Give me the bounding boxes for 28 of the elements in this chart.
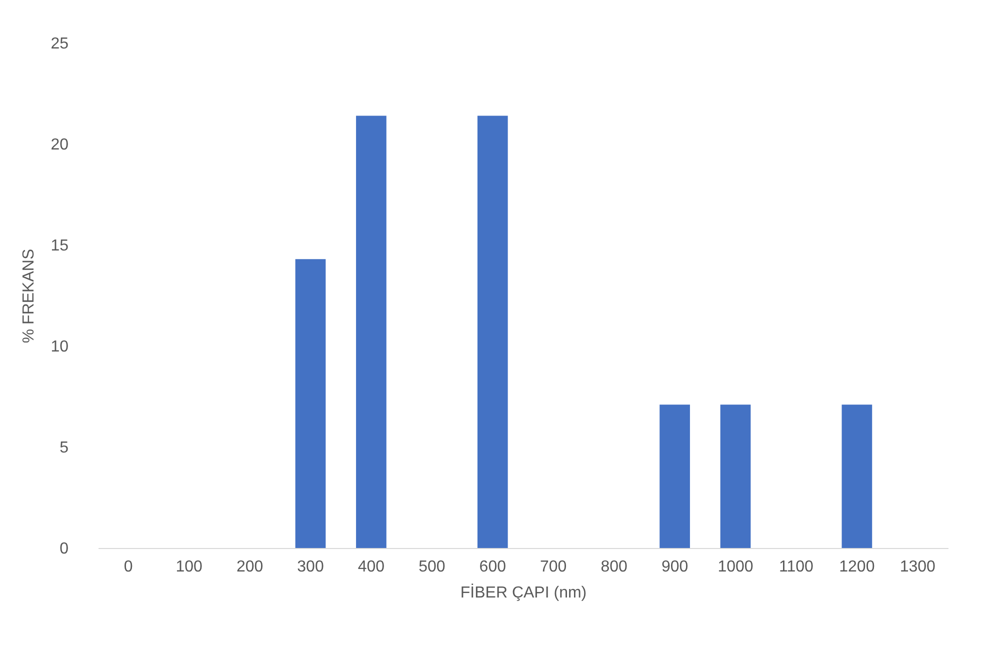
- x-tick-label: 100: [176, 558, 203, 576]
- x-tick-label: 400: [358, 558, 385, 576]
- y-axis-title: % FREKANS: [20, 248, 38, 344]
- y-tick-label: 20: [50, 136, 69, 154]
- x-tick-label: 900: [661, 558, 688, 576]
- bar: [720, 404, 751, 548]
- x-tick-label: 1000: [718, 558, 754, 576]
- x-tick-label: 1100: [779, 558, 814, 576]
- bar: [356, 116, 386, 548]
- x-tick-label: 700: [540, 558, 567, 576]
- x-tick-label: 800: [600, 558, 628, 576]
- bar: [295, 259, 326, 548]
- x-tick-label: 1300: [900, 558, 936, 576]
- y-tick-label: 25: [50, 36, 69, 52]
- y-tick-label: 15: [50, 238, 69, 254]
- x-tick-label: 0: [124, 558, 133, 576]
- bar: [660, 404, 690, 548]
- bar: [477, 116, 508, 548]
- x-tick-label: 600: [479, 558, 506, 576]
- y-tick-label: 0: [60, 540, 69, 558]
- x-tick-label: 500: [418, 558, 446, 576]
- y-tick-label: 5: [60, 440, 69, 456]
- x-axis-title: FİBER ÇAPI (nm): [460, 584, 587, 602]
- x-tick-label: 200: [236, 558, 264, 576]
- y-tick-label: 10: [50, 338, 69, 356]
- x-tick-label: 300: [297, 558, 324, 576]
- x-tick-label: 1200: [839, 558, 875, 576]
- bar: [842, 404, 872, 548]
